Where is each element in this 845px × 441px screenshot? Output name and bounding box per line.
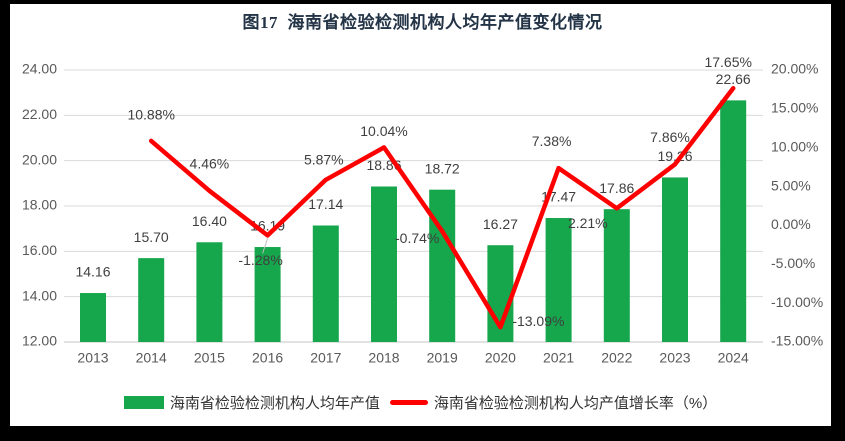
bar-value-label-2019: 18.72 xyxy=(425,160,460,176)
bar-2013 xyxy=(80,293,106,342)
legend-label-bar-series: 海南省检验检测机构人均年产值 xyxy=(169,394,380,412)
bar-value-label-2022: 17.86 xyxy=(599,180,634,196)
line-value-label-2022: 2.21% xyxy=(568,215,608,231)
bar-2014 xyxy=(138,258,165,342)
bar-2021 xyxy=(545,218,572,342)
bar-2023 xyxy=(662,177,688,342)
bar-2017 xyxy=(312,225,339,342)
line-value-label-2019: -0.74% xyxy=(395,230,439,246)
bar-series-swatch xyxy=(123,395,164,409)
x-axis-label-2024: 2024 xyxy=(718,350,749,366)
line-value-label-2015: 4.46% xyxy=(190,155,230,171)
x-axis-label-2020: 2020 xyxy=(485,350,516,366)
chart-title: 图17 海南省检验检测机构人均年产值变化情况 xyxy=(242,13,603,32)
bar-value-label-2014: 15.70 xyxy=(134,229,169,245)
line-value-label-2024: 17.65% xyxy=(704,54,751,70)
x-axis-label-2019: 2019 xyxy=(427,350,458,366)
x-axis-label-2014: 2014 xyxy=(136,350,167,366)
bar-2018 xyxy=(371,186,397,342)
x-axis-label-2016: 2016 xyxy=(252,350,283,366)
bar-2016 xyxy=(254,247,281,342)
legend-item-bar-series: 海南省检验检测机构人均年产值 xyxy=(123,392,380,413)
line-series-swatch xyxy=(389,399,428,405)
left-axis-tick-22.00: 22.00 xyxy=(22,106,57,122)
x-axis-label-2023: 2023 xyxy=(659,350,690,366)
bar-value-label-2024: 22.66 xyxy=(716,71,751,87)
left-axis-tick-12.00: 12.00 xyxy=(22,333,57,349)
x-axis-label-2018: 2018 xyxy=(368,350,399,366)
x-axis-label-2015: 2015 xyxy=(194,350,225,366)
right-axis-tick-15.00%: 15.00% xyxy=(771,100,818,116)
line-value-label-2018: 10.04% xyxy=(360,123,407,139)
line-value-label-2014: 10.88% xyxy=(127,107,174,123)
legend-item-line-series: 海南省检验检测机构人均产值增长率（%） xyxy=(389,392,718,413)
bar-value-label-2020: 16.27 xyxy=(483,216,518,232)
legend-label-line-series: 海南省检验检测机构人均产值增长率（%） xyxy=(433,394,718,412)
x-axis-label-2013: 2013 xyxy=(77,350,108,366)
bar-value-label-2013: 14.16 xyxy=(75,264,110,280)
line-value-label-2020: -13.09% xyxy=(512,313,564,329)
right-axis-tick-20.00%: 20.00% xyxy=(771,61,818,77)
x-axis-label-2017: 2017 xyxy=(310,350,341,366)
right-axis-tick-0.00%: 0.00% xyxy=(771,216,811,232)
bar-2022 xyxy=(603,209,630,342)
growth-rate-line xyxy=(148,86,736,330)
right-axis-tick-10.00%: 10.00% xyxy=(771,138,818,154)
line-value-label-2017: 5.87% xyxy=(304,152,344,168)
left-axis-tick-14.00: 14.00 xyxy=(22,287,57,303)
x-axis-label-2021: 2021 xyxy=(543,350,574,366)
label-leader-line xyxy=(262,238,269,254)
left-axis-tick-18.00: 18.00 xyxy=(22,197,57,213)
right-axis-tick--15.00%: -15.00% xyxy=(771,333,823,349)
left-axis-tick-20.00: 20.00 xyxy=(22,151,57,167)
right-axis-tick--10.00%: -10.00% xyxy=(771,294,823,310)
bar-2015 xyxy=(196,242,223,342)
right-axis-tick--5.00%: -5.00% xyxy=(771,255,815,271)
bar-2019 xyxy=(429,189,456,342)
line-value-label-2016: -1.28% xyxy=(238,252,282,268)
left-axis-tick-16.00: 16.00 xyxy=(22,242,57,258)
bar-2024 xyxy=(720,100,747,342)
chart-canvas xyxy=(10,4,831,426)
x-axis-label-2022: 2022 xyxy=(601,350,632,366)
bar-value-label-2015: 16.40 xyxy=(192,213,227,229)
line-value-label-2023: 7.86% xyxy=(650,129,690,145)
line-value-label-2021: 7.38% xyxy=(532,133,572,149)
legend: 海南省检验检测机构人均年产值 海南省检验检测机构人均产值增长率（%） xyxy=(10,391,831,413)
left-axis-tick-24.00: 24.00 xyxy=(22,61,57,77)
bar-value-label-2017: 17.14 xyxy=(308,196,343,212)
right-axis-tick-5.00%: 5.00% xyxy=(771,177,811,193)
